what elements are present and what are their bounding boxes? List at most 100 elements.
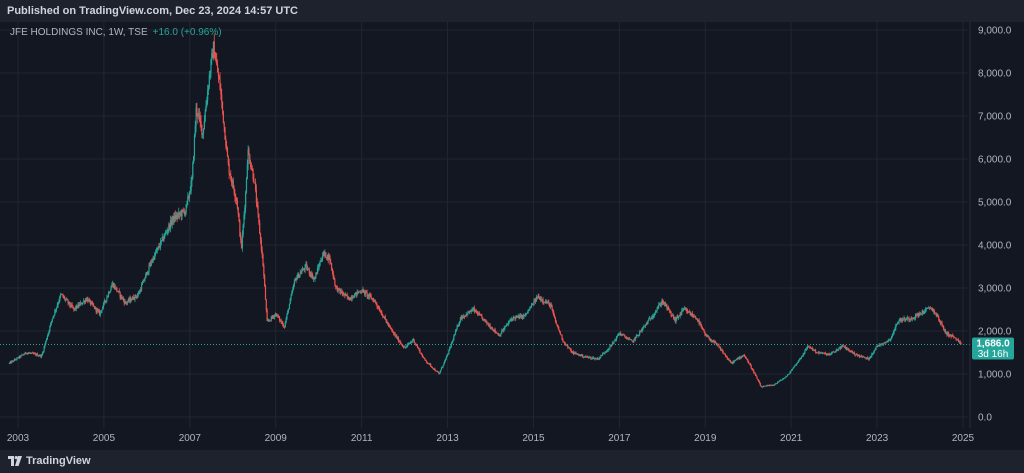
candle-body <box>495 331 497 333</box>
candle-body <box>216 61 218 65</box>
candle-body <box>222 110 224 123</box>
candle-body <box>434 368 436 371</box>
candle-body <box>511 318 514 320</box>
candle-body <box>748 363 751 365</box>
candle-body <box>145 274 147 279</box>
candle-body <box>403 347 405 348</box>
candle-body <box>327 255 329 260</box>
candle-body <box>541 299 543 301</box>
candle-body <box>818 351 820 354</box>
candle-body <box>797 361 799 363</box>
candle-body <box>925 308 927 310</box>
candle-body <box>463 315 465 318</box>
candle-body <box>109 290 111 293</box>
candle-body <box>285 318 287 323</box>
candle-body <box>234 192 236 197</box>
candle-body <box>277 314 279 317</box>
candle-body <box>805 349 807 351</box>
y-tick-label: 0.0 <box>978 413 992 424</box>
candle-body <box>50 322 52 327</box>
candle-body <box>13 359 15 362</box>
candle-body <box>261 250 263 255</box>
candle-body <box>42 351 44 353</box>
candle-body <box>170 220 172 225</box>
candle-body <box>429 363 431 365</box>
candle-body <box>640 330 642 332</box>
candle-body <box>803 353 805 355</box>
candle-body <box>66 299 68 301</box>
candle-body <box>374 300 376 302</box>
candle-body <box>758 381 761 384</box>
grid-lines <box>0 22 968 428</box>
candle-body <box>402 346 405 348</box>
candle-body <box>117 290 120 292</box>
candle-body <box>149 265 151 266</box>
candle-body <box>462 317 464 318</box>
candle-body <box>932 308 934 312</box>
candle-body <box>68 301 70 304</box>
candle-body <box>699 323 701 325</box>
candle-body <box>212 41 215 59</box>
candle-body <box>373 299 375 302</box>
candle-body <box>69 301 71 306</box>
candle-body <box>639 330 642 332</box>
candle-body <box>778 381 780 382</box>
candle-body <box>351 297 353 299</box>
candle-body <box>405 346 407 348</box>
candle-body <box>186 201 188 205</box>
candle-body <box>513 316 515 318</box>
candle-body <box>810 347 813 349</box>
candle-body <box>184 211 186 215</box>
candle-body <box>370 296 372 299</box>
candle-body <box>593 357 595 360</box>
candle-body <box>188 193 191 198</box>
candle-body <box>427 362 429 364</box>
candle-body <box>557 325 559 327</box>
candle-body <box>889 340 891 341</box>
candle-body <box>484 319 486 322</box>
candle-body <box>10 361 12 363</box>
candle-body <box>850 350 852 353</box>
candle-body <box>625 337 628 340</box>
candle-body <box>905 319 908 320</box>
candle-body <box>886 340 888 342</box>
candle-body <box>57 303 59 306</box>
x-tick-label: 2023 <box>866 433 889 444</box>
candle-body <box>14 359 16 361</box>
candle-body <box>796 362 799 364</box>
candle-body <box>398 341 400 343</box>
candle-body <box>599 357 601 358</box>
candle-body <box>910 318 913 320</box>
candle-body <box>703 330 705 333</box>
candle-body <box>232 180 234 188</box>
candle-body <box>371 298 373 300</box>
candle-body <box>931 307 933 309</box>
candle-body <box>861 356 863 358</box>
candle-body <box>30 353 32 354</box>
candle-body <box>762 386 765 388</box>
candle-body <box>56 305 58 308</box>
candle-body <box>638 334 640 336</box>
candle-body <box>311 273 314 279</box>
candle-body <box>178 212 180 215</box>
candle-body <box>696 318 698 320</box>
candle-body <box>535 299 537 302</box>
price-chart[interactable]: 0.0 1,000.0 2,000.0 3,000.0 4,000.0 5,000.0 6,… <box>0 22 1024 450</box>
candle-body <box>271 316 273 318</box>
candle-body <box>424 358 426 360</box>
candle-body <box>590 357 592 359</box>
candle-body <box>436 370 438 372</box>
candle-body <box>175 215 177 219</box>
candle-body <box>103 300 106 303</box>
candle-body <box>90 302 92 305</box>
candle-body <box>252 169 254 179</box>
candle-body <box>530 307 532 309</box>
candle-body <box>79 303 81 307</box>
x-tick-label: 2013 <box>436 433 459 444</box>
candle-body <box>558 330 561 332</box>
candle-body <box>177 214 179 218</box>
candle-body <box>708 336 710 339</box>
candle-body <box>490 327 492 329</box>
candle-body <box>278 316 281 321</box>
candle-body <box>256 202 258 206</box>
